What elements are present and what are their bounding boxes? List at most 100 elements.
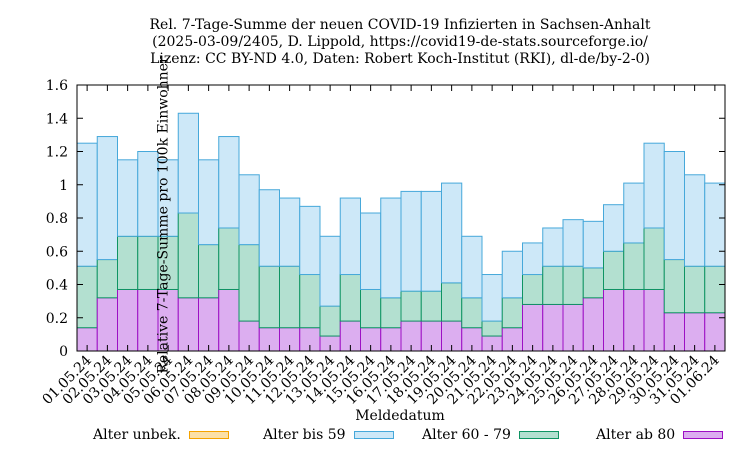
bar-alter-ab-80-08.05.24 [218, 288, 240, 352]
bar-alter-60-79-08.05.24 [218, 227, 240, 290]
bar-alter-60-79-01.05.24 [76, 265, 98, 329]
bar-alter-ab-80-25.05.24 [562, 303, 584, 352]
title-line-1: Rel. 7-Tage-Summe der neuen COVID-19 Inf… [149, 17, 651, 33]
bar-alter-60-79-30.05.24 [663, 259, 685, 314]
bar-alter-60-79-20.05.24 [461, 297, 483, 329]
bar-alter-60-79-28.05.24 [623, 242, 645, 290]
bar-alter-60-79-06.05.24 [177, 212, 199, 299]
bar-alter-60-79-31.05.24 [684, 265, 706, 314]
bar-alter-ab-80-28.05.24 [623, 288, 645, 352]
y-tick-label: 1.2 [46, 145, 68, 161]
legend-item-60-79: Alter 60 - 79 [422, 425, 559, 445]
bar-alter-bis-59-31.05.24 [684, 174, 706, 267]
bar-alter-60-79-11.05.24 [279, 265, 301, 329]
bar-alter-bis-59-27.05.24 [603, 204, 625, 252]
bar-alter-ab-80-27.05.24 [603, 288, 625, 352]
bar-alter-60-79-22.05.24 [501, 297, 523, 329]
legend-swatch-60-79 [518, 431, 559, 439]
legend-swatch-under-59 [353, 431, 394, 439]
bar-alter-60-79-16.05.24 [380, 297, 402, 329]
bar-alter-bis-59-24.05.24 [542, 227, 564, 267]
bar-alter-60-79-09.05.24 [238, 244, 260, 322]
bar-alter-ab-80-07.05.24 [198, 297, 220, 352]
bar-alter-bis-59-03.05.24 [117, 159, 139, 237]
bar-alter-bis-59-19.05.24 [441, 182, 463, 284]
bar-alter-bis-59-26.05.24 [582, 220, 604, 269]
chart-title: Rel. 7-Tage-Summe der neuen COVID-19 Inf… [0, 17, 750, 68]
bar-alter-60-79-07.05.24 [198, 244, 220, 299]
bar-alter-60-79-14.05.24 [339, 274, 361, 322]
bar-alter-bis-59-10.05.24 [258, 189, 280, 267]
bar-alter-ab-80-29.05.24 [643, 288, 665, 352]
bar-alter-bis-59-21.05.24 [481, 274, 503, 322]
bar-alter-bis-59-06.05.24 [177, 112, 199, 214]
bar-alter-60-79-01.06.24 [704, 265, 726, 314]
legend-swatch-80-plus [683, 431, 724, 439]
bar-alter-60-79-02.05.24 [96, 259, 118, 299]
y-tick-label: 0.6 [46, 244, 68, 260]
y-tick-label: 1 [59, 178, 68, 194]
y-tick-label: 0.2 [46, 311, 68, 327]
bar-alter-bis-59-13.05.24 [319, 235, 341, 307]
bar-alter-bis-59-01.06.24 [704, 182, 726, 267]
bar-alter-bis-59-22.05.24 [501, 250, 523, 299]
x-axis-label: Meldedatum [355, 408, 445, 424]
bar-alter-ab-80-23.05.24 [522, 303, 544, 352]
bar-alter-60-79-17.05.24 [400, 290, 422, 322]
bar-alter-ab-80-06.05.24 [177, 297, 199, 352]
bar-alter-bis-59-11.05.24 [279, 197, 301, 267]
bar-alter-bis-59-18.05.24 [420, 190, 442, 292]
bar-alter-60-79-27.05.24 [603, 250, 625, 290]
bar-alter-60-79-25.05.24 [562, 265, 584, 305]
bar-alter-60-79-29.05.24 [643, 227, 665, 290]
title-line-2: (2025-03-09/2405, D. Lippold, https://co… [152, 34, 648, 50]
y-tick-label: 0.4 [46, 278, 68, 294]
bar-alter-60-79-10.05.24 [258, 265, 280, 329]
bar-alter-60-79-03.05.24 [117, 235, 139, 290]
title-line-3: Lizenz: CC BY-ND 4.0, Daten: Robert Koch… [150, 51, 650, 67]
bar-alter-ab-80-26.05.24 [582, 297, 604, 352]
bar-alter-60-79-24.05.24 [542, 265, 564, 305]
y-tick-label: 0 [59, 344, 68, 360]
bar-alter-60-79-23.05.24 [522, 274, 544, 305]
legend-swatch-unknown [188, 431, 229, 439]
bar-alter-60-79-15.05.24 [360, 288, 382, 329]
bar-alter-60-79-13.05.24 [319, 305, 341, 337]
bar-alter-60-79-18.05.24 [420, 290, 442, 322]
bar-alter-ab-80-24.05.24 [542, 303, 564, 352]
legend-item-unknown: Alter unbek. [93, 425, 229, 445]
bar-alter-bis-59-07.05.24 [198, 159, 220, 246]
bar-alter-bis-59-09.05.24 [238, 174, 260, 246]
bar-alter-bis-59-16.05.24 [380, 197, 402, 299]
bar-alter-60-79-19.05.24 [441, 282, 463, 322]
bar-alter-ab-80-02.05.24 [96, 297, 118, 352]
bar-alter-ab-80-03.05.24 [117, 288, 139, 352]
bar-alter-bis-59-15.05.24 [360, 212, 382, 290]
bar-alter-bis-59-28.05.24 [623, 182, 645, 244]
y-tick-label: 0.8 [46, 211, 68, 227]
legend-label-unknown: Alter unbek. [93, 427, 181, 443]
bar-alter-bis-59-12.05.24 [299, 205, 321, 276]
legend-label-60-79: Alter 60 - 79 [422, 427, 511, 443]
legend-label-under-59: Alter bis 59 [263, 427, 346, 443]
bar-alter-bis-59-01.05.24 [76, 142, 98, 267]
bar-alter-bis-59-17.05.24 [400, 190, 422, 292]
bar-alter-bis-59-02.05.24 [96, 136, 118, 261]
legend-item-under-59: Alter bis 59 [263, 425, 394, 445]
bar-alter-60-79-12.05.24 [299, 274, 321, 329]
legend-label-80-plus: Alter ab 80 [596, 427, 676, 443]
bar-alter-bis-59-14.05.24 [339, 197, 361, 276]
bar-alter-bis-59-20.05.24 [461, 235, 483, 299]
bar-alter-bis-59-29.05.24 [643, 142, 665, 229]
bar-alter-bis-59-25.05.24 [562, 219, 584, 267]
y-axis-label: Relative 7-Tage-Summe pro 100k Einwohner [155, 56, 172, 374]
bar-alter-bis-59-23.05.24 [522, 242, 544, 276]
bar-alter-bis-59-08.05.24 [218, 136, 240, 229]
y-tick-label: 1.6 [46, 78, 68, 94]
bar-alter-60-79-26.05.24 [582, 267, 604, 299]
legend-item-80-plus: Alter ab 80 [596, 425, 724, 445]
bar-alter-60-79-21.05.24 [481, 320, 503, 337]
y-tick-label: 1.4 [46, 111, 68, 127]
bar-alter-bis-59-30.05.24 [663, 151, 685, 261]
